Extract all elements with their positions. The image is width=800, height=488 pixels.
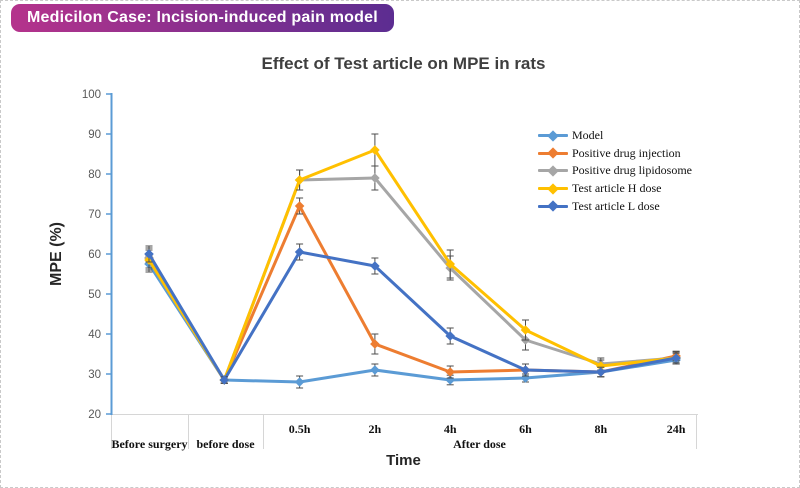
legend-item-test-article-h-dose: Test article H dose — [538, 180, 692, 198]
legend-diamond-icon — [547, 130, 559, 142]
legend-marker-test-article-l-dose — [538, 200, 568, 212]
legend-label: Positive drug injection — [572, 145, 681, 160]
x-category-label: 8h — [594, 422, 607, 436]
legend-diamond-icon — [547, 147, 559, 160]
legend-diamond-icon — [547, 182, 559, 195]
data-point-test-article-l-dose — [370, 261, 380, 271]
legend-label: Test article L dose — [572, 198, 660, 213]
y-tick-label: 50 — [88, 289, 101, 301]
y-tick-label: 80 — [88, 169, 101, 181]
x-category-label: 24h — [667, 422, 686, 436]
data-point-positive-drug-lipidosome — [370, 173, 380, 183]
x-axis-title: Time — [386, 452, 421, 469]
y-axis-title: MPE (%) — [48, 222, 65, 286]
legend-marker-positive-drug-injection — [538, 147, 568, 160]
legend-marker-positive-drug-lipidosome — [538, 165, 568, 177]
data-point-model — [520, 373, 531, 383]
series-line-test-article-l-dose — [147, 250, 678, 382]
legend-label: Positive drug lipidosome — [572, 163, 692, 178]
data-point-test-article-l-dose — [445, 331, 455, 341]
data-point-positive-drug-injection — [445, 367, 455, 377]
data-point-test-article-l-dose — [671, 353, 681, 363]
y-tick-label: 20 — [88, 409, 101, 421]
legend-marker-test-article-h-dose — [538, 182, 568, 195]
x-category-label: 0.5h — [289, 422, 311, 436]
x-category-label: 2h — [369, 422, 382, 436]
data-point-model — [294, 377, 305, 387]
y-tick-label: 40 — [88, 329, 101, 341]
series-line-test-article-h-dose — [147, 148, 678, 382]
data-point-test-article-l-dose — [520, 365, 531, 375]
legend-diamond-icon — [547, 165, 559, 177]
data-point-test-article-h-dose — [370, 145, 380, 155]
data-point-test-article-h-dose — [445, 259, 455, 269]
legend-item-positive-drug-lipidosome: Positive drug lipidosome — [538, 162, 692, 180]
legend-label: Test article H dose — [572, 181, 662, 196]
y-tick-label: 100 — [82, 89, 101, 101]
x-group-label: Before surgery — [111, 437, 187, 451]
data-point-test-article-h-dose — [596, 361, 606, 371]
series-line-positive-drug-injection — [147, 204, 678, 382]
x-category-label: 6h — [519, 422, 532, 436]
case-header-title: Medicilon Case: Incision-induced pain mo… — [27, 9, 378, 26]
data-point-test-article-l-dose — [219, 375, 230, 385]
legend-item-positive-drug-injection: Positive drug injection — [538, 145, 692, 163]
data-point-test-article-l-dose — [144, 249, 154, 259]
legend-label: Model — [572, 128, 604, 143]
legend-item-test-article-l-dose: Test article L dose — [538, 197, 692, 215]
legend-diamond-icon — [547, 200, 559, 212]
data-point-test-article-l-dose — [294, 247, 305, 257]
case-header-badge: Medicilon Case: Incision-induced pain mo… — [11, 4, 394, 32]
data-point-test-article-h-dose — [294, 175, 305, 185]
data-point-positive-drug-injection — [370, 339, 380, 349]
y-tick-label: 30 — [88, 369, 101, 381]
legend-marker-model — [538, 130, 568, 142]
data-point-test-article-l-dose — [596, 367, 606, 377]
x-group-label: before dose — [196, 437, 255, 451]
y-tick-label: 70 — [88, 209, 101, 221]
chart-legend: Model Positive drug injection Positive dru… — [538, 127, 692, 215]
data-point-model — [370, 365, 380, 375]
y-tick-label: 60 — [88, 249, 101, 261]
x-group-label: After dose — [453, 437, 506, 451]
data-point-test-article-h-dose — [520, 325, 531, 335]
legend-item-model: Model — [538, 127, 692, 145]
x-category-label: 4h — [444, 422, 457, 436]
data-point-positive-drug-injection — [294, 201, 305, 211]
y-tick-label: 90 — [88, 129, 101, 141]
chart-title: Effect of Test article on MPE in rats — [261, 54, 546, 73]
